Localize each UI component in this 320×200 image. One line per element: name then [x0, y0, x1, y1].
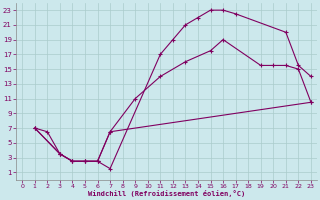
X-axis label: Windchill (Refroidissement éolien,°C): Windchill (Refroidissement éolien,°C) [88, 190, 245, 197]
